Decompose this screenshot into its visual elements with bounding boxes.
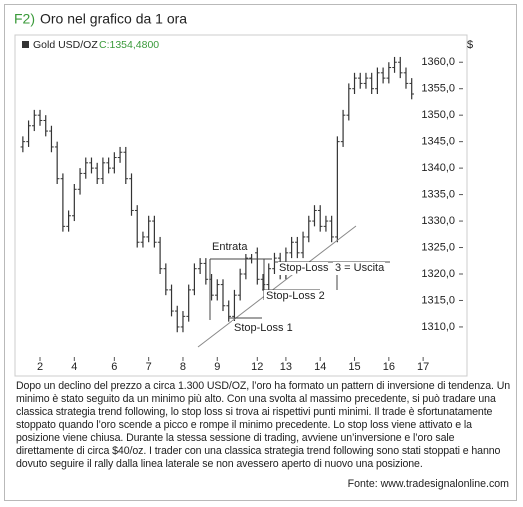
caption: Dopo un declino del prezzo a circa 1.300… <box>16 380 511 470</box>
x-tick-label: 2 <box>37 361 43 373</box>
legend-last: C:1354,4800 <box>99 39 159 51</box>
x-tick-label: 4 <box>71 361 77 373</box>
annotation: Entrata <box>212 241 248 253</box>
annotation: Stop-Loss 1 <box>234 322 293 334</box>
y-tick-label: 1325,0 <box>421 241 455 253</box>
x-tick-label: 17 <box>417 361 429 373</box>
x-tick-label: 9 <box>214 361 220 373</box>
y-unit: $ <box>467 39 473 51</box>
y-tick-label: 1360,0 <box>421 56 455 68</box>
legend-icon <box>22 41 29 48</box>
y-tick-label: 1355,0 <box>421 83 455 95</box>
label-bg <box>333 262 385 275</box>
x-tick-label: 12 <box>251 361 263 373</box>
y-tick-label: 1310,0 <box>421 321 455 333</box>
label-bg <box>278 262 328 275</box>
chart-border <box>14 34 468 377</box>
title-prefix: F2) <box>14 11 35 27</box>
annotations: Entrata Stop-Loss 3 = Uscita Stop-Loss 2… <box>197 225 390 348</box>
trend-line <box>197 225 357 348</box>
y-tick-label: 1340,0 <box>421 162 455 174</box>
annotation: Stop-Loss <box>279 262 329 274</box>
legend-name: Gold USD/OZ <box>33 39 98 51</box>
y-tick-label: 1315,0 <box>421 294 455 306</box>
source: Fonte: www.tradesignalonline.com <box>347 478 509 490</box>
y-tick-label: 1320,0 <box>421 268 455 280</box>
figure-frame <box>4 4 517 501</box>
chart-title: Oro nel grafico da 1 ora <box>40 11 187 27</box>
x-tick-label: 6 <box>111 361 117 373</box>
x-tick-label: 8 <box>180 361 186 373</box>
y-tick-label: 1350,0 <box>421 109 455 121</box>
annotation: 3 = Uscita <box>335 262 385 274</box>
y-tick-label: 1335,0 <box>421 188 455 200</box>
x-tick-label: 7 <box>146 361 152 373</box>
x-tick-label: 13 <box>280 361 292 373</box>
y-tick-label: 1330,0 <box>421 215 455 227</box>
label-bg <box>232 321 294 334</box>
annotation: Stop-Loss 2 <box>266 290 325 302</box>
x-tick-label: 14 <box>314 361 326 373</box>
label-bg <box>264 290 326 303</box>
label-bg <box>210 240 255 254</box>
x-tick-label: 15 <box>348 361 360 373</box>
chart: F2) Oro nel grafico da 1 ora Gold USD/OZ… <box>14 11 473 377</box>
x-tick-label: 16 <box>383 361 395 373</box>
y-tick-label: 1345,0 <box>421 136 455 148</box>
